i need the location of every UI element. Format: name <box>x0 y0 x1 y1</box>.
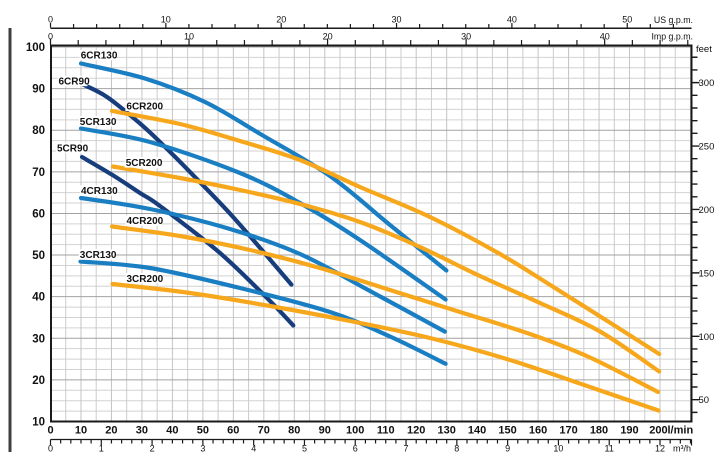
svg-text:10: 10 <box>161 15 171 25</box>
svg-text:40: 40 <box>166 425 178 437</box>
svg-text:12: 12 <box>655 444 665 454</box>
svg-text:110: 110 <box>377 425 395 437</box>
svg-text:70: 70 <box>258 425 270 437</box>
svg-text:70: 70 <box>32 167 45 179</box>
svg-text:160: 160 <box>529 425 547 437</box>
svg-text:90: 90 <box>32 84 45 96</box>
svg-text:120: 120 <box>407 425 425 437</box>
svg-text:10: 10 <box>75 425 87 437</box>
svg-text:50: 50 <box>699 395 710 406</box>
svg-text:6CR200: 6CR200 <box>126 101 163 112</box>
svg-text:150: 150 <box>699 268 715 279</box>
svg-text:0: 0 <box>48 15 53 25</box>
svg-text:3: 3 <box>200 444 205 454</box>
svg-text:40: 40 <box>32 292 45 304</box>
svg-text:30: 30 <box>461 32 471 42</box>
svg-text:4CR200: 4CR200 <box>127 216 164 227</box>
svg-text:20: 20 <box>323 32 333 42</box>
svg-text:5: 5 <box>302 444 307 454</box>
svg-text:300: 300 <box>699 78 715 89</box>
svg-text:10: 10 <box>32 417 45 429</box>
svg-text:0: 0 <box>47 425 53 437</box>
svg-text:250: 250 <box>699 142 715 153</box>
svg-text:90: 90 <box>319 425 331 437</box>
svg-text:4: 4 <box>251 444 256 454</box>
svg-text:190: 190 <box>620 425 638 437</box>
svg-text:80: 80 <box>32 125 45 137</box>
svg-text:130: 130 <box>438 425 456 437</box>
svg-text:30: 30 <box>136 425 148 437</box>
svg-text:60: 60 <box>227 425 239 437</box>
svg-text:40: 40 <box>600 32 610 42</box>
svg-text:l/min: l/min <box>668 425 694 437</box>
svg-text:30: 30 <box>391 15 401 25</box>
svg-text:100: 100 <box>26 42 45 54</box>
svg-text:20: 20 <box>105 425 117 437</box>
svg-text:150: 150 <box>498 425 516 437</box>
svg-text:Imp g.p.m.: Imp g.p.m. <box>651 32 693 42</box>
svg-text:0: 0 <box>48 32 53 42</box>
svg-text:60: 60 <box>32 208 45 220</box>
svg-text:7: 7 <box>403 444 408 454</box>
svg-text:5CR90: 5CR90 <box>57 144 89 155</box>
svg-text:10: 10 <box>553 444 563 454</box>
svg-text:80: 80 <box>288 425 300 437</box>
svg-text:180: 180 <box>590 425 608 437</box>
svg-text:6CR90: 6CR90 <box>59 77 91 88</box>
svg-text:170: 170 <box>559 425 577 437</box>
svg-text:3CR130: 3CR130 <box>80 250 117 261</box>
svg-text:0: 0 <box>48 444 53 454</box>
svg-text:200: 200 <box>699 205 715 216</box>
svg-text:4CR130: 4CR130 <box>81 186 118 197</box>
svg-text:40: 40 <box>507 15 517 25</box>
svg-text:3CR200: 3CR200 <box>127 274 164 285</box>
svg-text:9: 9 <box>505 444 510 454</box>
svg-text:200: 200 <box>649 425 667 437</box>
svg-text:50: 50 <box>197 425 209 437</box>
svg-text:30: 30 <box>32 333 45 345</box>
svg-text:100: 100 <box>699 332 715 343</box>
svg-text:10: 10 <box>184 32 194 42</box>
svg-text:20: 20 <box>276 15 286 25</box>
svg-text:50: 50 <box>32 250 45 262</box>
svg-text:20: 20 <box>32 375 45 387</box>
svg-text:50: 50 <box>622 15 632 25</box>
svg-text:feet: feet <box>696 44 712 55</box>
svg-text:m³/h: m³/h <box>673 444 691 454</box>
svg-text:140: 140 <box>468 425 486 437</box>
svg-text:5CR130: 5CR130 <box>80 117 117 128</box>
svg-text:11: 11 <box>605 444 614 454</box>
svg-text:2: 2 <box>150 444 155 454</box>
svg-text:US g.p.m.: US g.p.m. <box>654 15 693 25</box>
svg-text:6CR130: 6CR130 <box>81 51 118 62</box>
svg-text:8: 8 <box>454 444 459 454</box>
svg-text:5CR200: 5CR200 <box>126 158 163 169</box>
svg-text:100: 100 <box>346 425 364 437</box>
svg-text:6: 6 <box>353 444 358 454</box>
svg-text:1: 1 <box>99 444 104 454</box>
